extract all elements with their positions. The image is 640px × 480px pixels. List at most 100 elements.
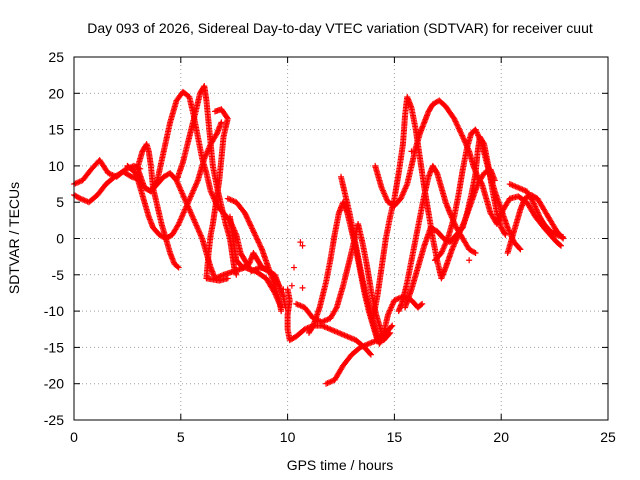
data-point [252,232,259,239]
data-point [254,236,261,243]
data-point [501,230,508,237]
data-point [245,217,252,224]
data-point [249,226,256,233]
data-point [224,275,231,282]
data-point [243,212,250,219]
data-point [256,242,263,249]
y-tick-label: 15 [48,122,64,138]
data-point [233,271,240,278]
x-tick-label: 15 [387,429,403,445]
data-point [455,125,462,132]
data-point [241,210,248,217]
data-point [76,194,83,201]
data-point [517,246,524,253]
series-track-07 [203,106,231,284]
data-point [453,119,460,126]
y-axis-label: SDTVAR / TECUs [6,182,22,294]
series-isolated [280,148,473,293]
data-point [245,218,252,225]
data-point [367,351,374,358]
data-point [471,249,478,256]
y-tick-label: 10 [48,158,64,174]
series-track-11 [293,220,394,344]
data-point [453,121,460,128]
data-point [418,301,425,308]
y-tick-label: 25 [48,49,64,65]
data-point [248,224,255,231]
data-point [451,115,458,122]
x-tick-label: 20 [493,429,509,445]
data-point [433,168,440,175]
data-point [472,250,479,257]
series-track-04 [135,141,182,271]
data-point [299,284,306,291]
y-tick-label: -25 [44,412,64,428]
data-point [288,282,295,289]
series-track-02 [71,168,285,311]
series-track-06 [173,83,240,278]
data-point [309,323,316,330]
x-tick-label: 0 [70,429,78,445]
data-point [455,124,462,131]
y-tick-label: -10 [44,303,64,319]
data-point [389,322,396,329]
data-point [244,215,251,222]
y-tick-label: -5 [52,267,65,283]
data-point [247,222,254,229]
data-point [332,305,339,312]
data-point [246,219,253,226]
series-track-09 [224,195,285,315]
data-point [451,117,458,124]
data-point [251,231,258,238]
data-point [280,286,287,293]
y-tick-label: 5 [56,194,64,210]
axis-ticks [73,56,609,421]
x-axis-label: GPS time / hours [287,457,394,473]
x-tick-label: 5 [177,429,185,445]
data-point [388,323,395,330]
x-tick-label: 10 [280,429,296,445]
data-point [255,238,262,245]
data-point [256,240,263,247]
data-point [457,129,464,136]
data-point [175,264,182,271]
y-tick-label: 0 [56,231,64,247]
data-point [253,235,260,242]
data-point [251,229,258,236]
series-track-21 [506,181,567,241]
data-point [213,131,220,138]
series-track-03 [124,119,225,242]
y-tick-label: -15 [44,339,64,355]
data-point [502,231,509,238]
data-point [558,242,565,249]
data-point [456,126,463,133]
y-tick-label: -20 [44,376,64,392]
data-point [408,148,415,155]
data-point [249,225,256,232]
series-track-05 [135,88,283,289]
series-track-20 [504,191,567,257]
data-point [250,228,257,235]
data-point [466,257,473,264]
series-track-16 [370,93,498,322]
data-point [218,119,225,126]
data-point [174,263,181,270]
data-point [242,211,249,218]
data-point [454,122,461,129]
data-point [258,244,265,251]
data-point [243,214,250,221]
data-point [153,178,160,185]
data-point [366,350,373,357]
data-point [457,128,464,135]
data-point [247,221,254,228]
series-track-14 [338,173,396,347]
x-tick-label: 25 [600,429,616,445]
data-point [452,118,459,125]
data-point [255,239,262,246]
chart-title: Day 093 of 2026, Sidereal Day-to-day VTE… [87,20,593,36]
data-point [556,241,563,248]
data-point [297,239,304,246]
y-tick-labels: 25 20 15 10 5 0 -5 -10 -15 -20 -25 [44,49,64,428]
data-points [71,83,567,387]
